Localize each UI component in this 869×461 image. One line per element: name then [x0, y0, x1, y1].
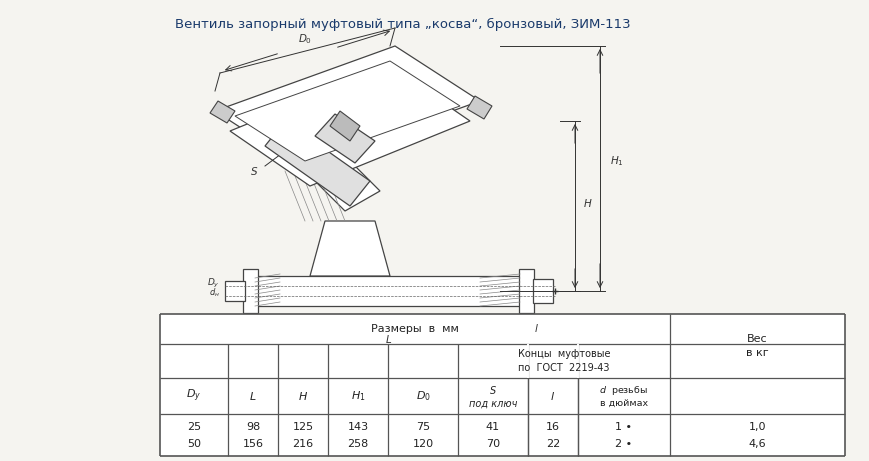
Polygon shape [242, 269, 258, 313]
Text: 22: 22 [545, 439, 560, 449]
Polygon shape [467, 96, 492, 119]
Text: 2 •: 2 • [614, 439, 632, 449]
Text: $H$: $H$ [582, 197, 592, 209]
Bar [160, 314, 844, 456]
Text: $D_y$: $D_y$ [207, 277, 220, 290]
Polygon shape [215, 46, 480, 166]
Text: $L$: $L$ [249, 390, 256, 402]
Text: $D_0$: $D_0$ [415, 389, 430, 403]
Text: 143: 143 [347, 422, 368, 432]
Text: $D_0$: $D_0$ [297, 32, 312, 46]
Polygon shape [533, 279, 553, 303]
Text: 4,6: 4,6 [748, 439, 766, 449]
Text: 1 •: 1 • [614, 422, 632, 432]
Polygon shape [309, 221, 389, 276]
Text: 41: 41 [486, 422, 500, 432]
Text: $S$: $S$ [249, 165, 258, 177]
Text: $S$
под ключ: $S$ под ключ [468, 384, 516, 408]
Text: $L$: $L$ [385, 333, 392, 345]
Text: $H_1$: $H_1$ [609, 154, 623, 168]
Text: Вес
в кг: Вес в кг [746, 334, 768, 358]
Text: 125: 125 [292, 422, 313, 432]
Text: $H_1$: $H_1$ [350, 389, 365, 403]
Text: 156: 156 [242, 439, 263, 449]
Polygon shape [255, 276, 520, 306]
Text: $d$  резьбы
в дюймах: $d$ резьбы в дюймах [599, 384, 647, 408]
Text: $D_y$: $D_y$ [186, 388, 202, 404]
Polygon shape [265, 121, 369, 206]
Text: 1,0: 1,0 [748, 422, 766, 432]
Polygon shape [519, 269, 534, 313]
Text: $d_н$: $d_н$ [209, 287, 220, 299]
Text: $H$: $H$ [297, 390, 308, 402]
Text: Концы  муфтовые
по  ГОСТ  2219-43: Концы муфтовые по ГОСТ 2219-43 [517, 349, 609, 372]
Text: $l$: $l$ [550, 390, 555, 402]
Text: 120: 120 [412, 439, 433, 449]
Text: 25: 25 [187, 422, 201, 432]
Text: 16: 16 [546, 422, 560, 432]
Text: $l$: $l$ [533, 322, 538, 334]
Polygon shape [209, 101, 235, 123]
Polygon shape [229, 66, 469, 186]
Polygon shape [329, 111, 360, 141]
Polygon shape [235, 61, 460, 161]
Text: Размеры  в  мм: Размеры в мм [371, 324, 459, 334]
Polygon shape [225, 281, 245, 301]
Polygon shape [285, 131, 380, 211]
Text: 70: 70 [486, 439, 500, 449]
Polygon shape [315, 114, 375, 163]
Text: 75: 75 [415, 422, 429, 432]
Text: 98: 98 [246, 422, 260, 432]
Text: Вентиль запорный муфтовый типа „косва“, бронзовый, ЗИМ-113: Вентиль запорный муфтовый типа „косва“, … [175, 18, 630, 31]
Text: 216: 216 [292, 439, 313, 449]
Text: 50: 50 [187, 439, 201, 449]
Text: 258: 258 [347, 439, 368, 449]
